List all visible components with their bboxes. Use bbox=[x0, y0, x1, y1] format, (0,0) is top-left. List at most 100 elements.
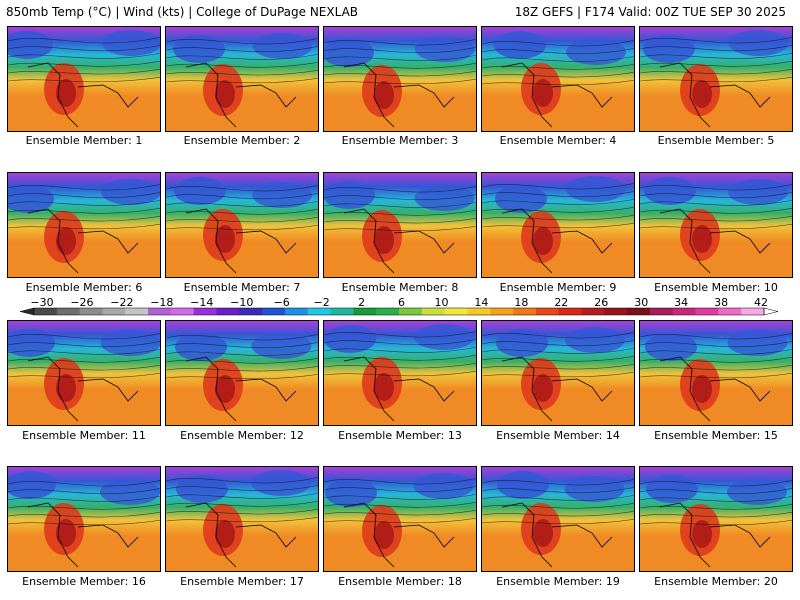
ensemble-member-label: Ensemble Member: 17 bbox=[180, 575, 304, 588]
ensemble-member-label: Ensemble Member: 11 bbox=[22, 429, 146, 442]
colorbar-tick-label: 18 bbox=[514, 298, 528, 309]
cold-lobe-west bbox=[497, 471, 549, 499]
wind-contour bbox=[324, 55, 476, 61]
wind-contour bbox=[8, 37, 160, 44]
temperature-map-6 bbox=[8, 173, 160, 277]
heat-dome-core bbox=[56, 519, 76, 547]
colorbar-swatch bbox=[79, 308, 103, 315]
cold-lobe-east bbox=[414, 185, 475, 211]
coastline bbox=[659, 208, 771, 274]
wind-contour bbox=[166, 216, 318, 223]
wind-contour bbox=[640, 341, 792, 348]
wind-contour bbox=[324, 362, 476, 369]
coastline bbox=[27, 356, 139, 422]
cold-lobe-east bbox=[100, 479, 160, 505]
heat-dome-core bbox=[533, 79, 553, 107]
colorbar-tick-label: 22 bbox=[554, 298, 568, 309]
ensemble-panel-9 bbox=[481, 172, 635, 278]
coastline bbox=[501, 208, 613, 274]
ensemble-panel-13 bbox=[323, 320, 477, 426]
colorbar-tick-label: 30 bbox=[634, 298, 648, 309]
ensemble-panel-3 bbox=[323, 26, 477, 132]
wind-contour bbox=[482, 214, 634, 221]
cold-lobe-west bbox=[494, 31, 546, 59]
heat-dome-core bbox=[215, 375, 235, 403]
colorbar-swatch bbox=[170, 308, 195, 315]
wind-contour bbox=[640, 504, 792, 510]
coastline bbox=[185, 208, 297, 274]
colorbar-swatch bbox=[741, 308, 765, 315]
colorbar-swatch bbox=[193, 308, 217, 315]
wind-contour bbox=[8, 480, 160, 487]
temperature-map-8 bbox=[324, 173, 476, 277]
cold-lobe-west bbox=[645, 333, 697, 361]
cold-lobe-east bbox=[101, 179, 160, 205]
coastline bbox=[27, 208, 139, 274]
wind-contour bbox=[324, 517, 476, 524]
colorbar-border bbox=[33, 307, 765, 316]
cold-lobe-east bbox=[251, 333, 312, 359]
cold-lobe-east bbox=[727, 330, 788, 356]
temperature-map-9 bbox=[482, 173, 634, 277]
wind-contour bbox=[640, 68, 792, 75]
header-right-title: 18Z GEFS | F174 Valid: 00Z TUE SEP 30 20… bbox=[514, 5, 786, 19]
wind-contour bbox=[640, 488, 792, 495]
cold-lobe-west bbox=[324, 39, 374, 67]
wind-contour bbox=[640, 215, 792, 222]
ensemble-panel-2 bbox=[165, 26, 319, 132]
wind-contour bbox=[166, 38, 318, 45]
wind-contour bbox=[482, 487, 634, 494]
wind-contour bbox=[640, 45, 792, 52]
wind-contour bbox=[8, 488, 160, 495]
colorbar-swatch bbox=[718, 308, 742, 315]
coastline bbox=[185, 356, 297, 422]
wind-contour bbox=[324, 502, 476, 508]
wind-contour bbox=[324, 339, 476, 346]
cold-lobe-west bbox=[324, 325, 376, 353]
wind-contour bbox=[324, 186, 476, 193]
ensemble-panel-6 bbox=[7, 172, 161, 278]
wind-contour bbox=[324, 486, 476, 493]
cold-lobe-east bbox=[565, 176, 626, 202]
ensemble-panel-20 bbox=[639, 466, 793, 572]
cold-lobe-east bbox=[414, 324, 474, 350]
wind-contour bbox=[482, 332, 634, 339]
colorbar-tick-label: 26 bbox=[594, 298, 608, 309]
temperature-map-1 bbox=[8, 27, 160, 131]
wind-contour bbox=[324, 70, 476, 77]
heat-dome-core bbox=[692, 80, 712, 108]
wind-contour bbox=[324, 63, 476, 69]
cold-lobe-east bbox=[252, 182, 312, 208]
cold-lobe-east bbox=[565, 327, 625, 353]
wind-contour bbox=[482, 348, 634, 354]
heat-dome-core bbox=[692, 225, 712, 253]
wind-contour bbox=[640, 223, 792, 230]
temperature-map-4 bbox=[482, 27, 634, 131]
header-left-title: 850mb Temp (°C) | Wind (kts) | College o… bbox=[6, 5, 359, 19]
colorbar-swatch bbox=[125, 308, 149, 315]
heat-dome-core bbox=[215, 225, 235, 253]
colorbar-swatch bbox=[239, 308, 263, 315]
wind-contour bbox=[482, 56, 634, 62]
ensemble-member-label: Ensemble Member: 4 bbox=[499, 134, 617, 147]
wind-contour bbox=[482, 340, 634, 347]
wind-contour bbox=[482, 356, 634, 362]
wind-contour bbox=[324, 217, 476, 224]
cold-lobe-east bbox=[727, 479, 787, 505]
wind-contour bbox=[324, 47, 476, 54]
temperature-map-12 bbox=[166, 321, 318, 425]
coastline bbox=[343, 208, 455, 274]
wind-contour bbox=[166, 54, 318, 60]
wind-contour bbox=[324, 78, 476, 85]
temperature-map-2 bbox=[166, 27, 318, 131]
ensemble-member-label: Ensemble Member: 8 bbox=[341, 281, 459, 294]
heat-dome-core bbox=[374, 373, 394, 401]
wind-contour bbox=[8, 341, 160, 348]
wind-contour bbox=[640, 357, 792, 363]
wind-contour bbox=[166, 373, 318, 380]
coastline bbox=[27, 62, 139, 128]
wind-contour bbox=[8, 364, 160, 371]
wind-contour bbox=[482, 48, 634, 55]
ensemble-panel-8 bbox=[323, 172, 477, 278]
colorbar-tick-label: −18 bbox=[150, 298, 173, 309]
